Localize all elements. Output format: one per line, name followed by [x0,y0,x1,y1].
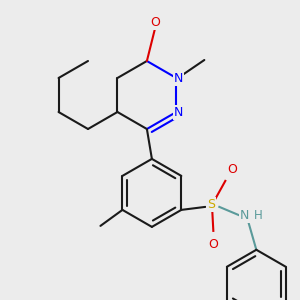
Text: O: O [208,238,218,251]
Text: S: S [207,198,215,212]
Text: N: N [174,71,183,85]
Text: H: H [254,209,263,222]
Text: O: O [227,164,237,176]
Text: N: N [240,209,249,222]
Text: N: N [174,106,183,118]
Text: O: O [150,16,160,28]
